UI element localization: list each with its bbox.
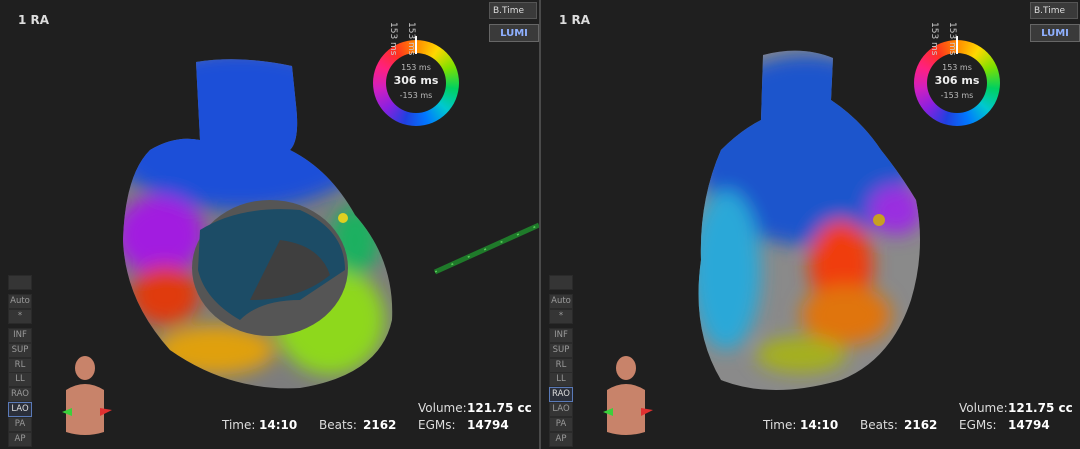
egms-value: 14794 (467, 418, 509, 432)
logo-button[interactable]: LUMI (489, 24, 539, 42)
map-dropdown[interactable]: B.Time (489, 2, 537, 19)
egms-value: 14794 (1008, 418, 1050, 432)
scale-upper: 153 ms (942, 63, 972, 72)
beats-value: 2162 (904, 418, 938, 432)
egms-label: EGMs: (418, 418, 456, 432)
tool-icon[interactable] (549, 275, 573, 290)
view-button[interactable]: INF (8, 328, 32, 343)
volume-label: Volume: (418, 401, 467, 415)
tool-icon[interactable] (8, 275, 32, 290)
time-label: Time: (222, 418, 256, 432)
view-button[interactable]: RAO (8, 387, 32, 403)
volume-value: 121.75 cc (1008, 401, 1073, 415)
volume-value: 121.75 cc (467, 401, 532, 415)
scale-lower: -153 ms (399, 91, 433, 100)
time-value: 14:10 (800, 418, 839, 432)
time-value: 14:10 (259, 418, 298, 432)
view-button[interactable]: AP (8, 431, 32, 447)
heart-map (123, 59, 393, 389)
beats-value: 2162 (363, 418, 397, 432)
view-button[interactable]: PA (8, 416, 32, 432)
scale-top-label: 153 ms (388, 22, 398, 56)
beats-label: Beats: (860, 418, 898, 432)
view-button[interactable]: SUP (549, 342, 573, 358)
view-button[interactable]: LAO (549, 402, 573, 417)
map-view (603, 50, 920, 435)
color-ring-hole (927, 53, 987, 113)
volume-label: Volume: (959, 401, 1008, 415)
map-view (62, 59, 539, 435)
scale-total: 306 ms (393, 74, 439, 87)
time-label: Time: (763, 418, 797, 432)
orientation-figure (603, 356, 653, 435)
map-dropdown[interactable]: B.Time (1030, 2, 1078, 19)
tool-button[interactable]: * (549, 309, 573, 324)
heart-map (698, 50, 920, 391)
scale-total: 306 ms (934, 74, 980, 87)
ring-marker (956, 36, 958, 54)
map-panel: 1 RA B.Time LUMI 153 ms 153 ms 153 ms 306 ms -1… (0, 0, 539, 449)
tool-button[interactable]: * (8, 309, 32, 324)
orientation-figure (62, 356, 112, 435)
view-button[interactable]: RL (8, 357, 32, 373)
egms-label: EGMs: (959, 418, 997, 432)
scale-top-label: 153 ms (406, 22, 416, 56)
tool-button[interactable]: Auto (549, 294, 573, 309)
view-button[interactable]: INF (549, 328, 573, 343)
view-button[interactable]: LL (549, 372, 573, 388)
scale-top-label: 153 ms (947, 22, 957, 56)
map-panel: 1 RA B.Time LUMI 153 ms 153 ms 153 ms 306 ms -1… (541, 0, 1080, 449)
color-ring-hole (386, 53, 446, 113)
map-title: 1 RA (18, 13, 50, 27)
scale-top-label: 153 ms (929, 22, 939, 56)
view-button[interactable]: SUP (8, 342, 32, 358)
ring-marker (415, 36, 417, 54)
scale-lower: -153 ms (940, 91, 974, 100)
beats-label: Beats: (319, 418, 357, 432)
view-button[interactable]: RAO (549, 387, 573, 403)
view-button[interactable]: LAO (8, 402, 32, 417)
view-button[interactable]: PA (549, 416, 573, 432)
tool-button[interactable]: Auto (8, 294, 32, 309)
scale-upper: 153 ms (401, 63, 431, 72)
logo-button[interactable]: LUMI (1030, 24, 1080, 42)
view-button[interactable]: AP (549, 431, 573, 447)
view-button[interactable]: RL (549, 357, 573, 373)
view-button[interactable]: LL (8, 372, 32, 388)
map-title: 1 RA (559, 13, 591, 27)
